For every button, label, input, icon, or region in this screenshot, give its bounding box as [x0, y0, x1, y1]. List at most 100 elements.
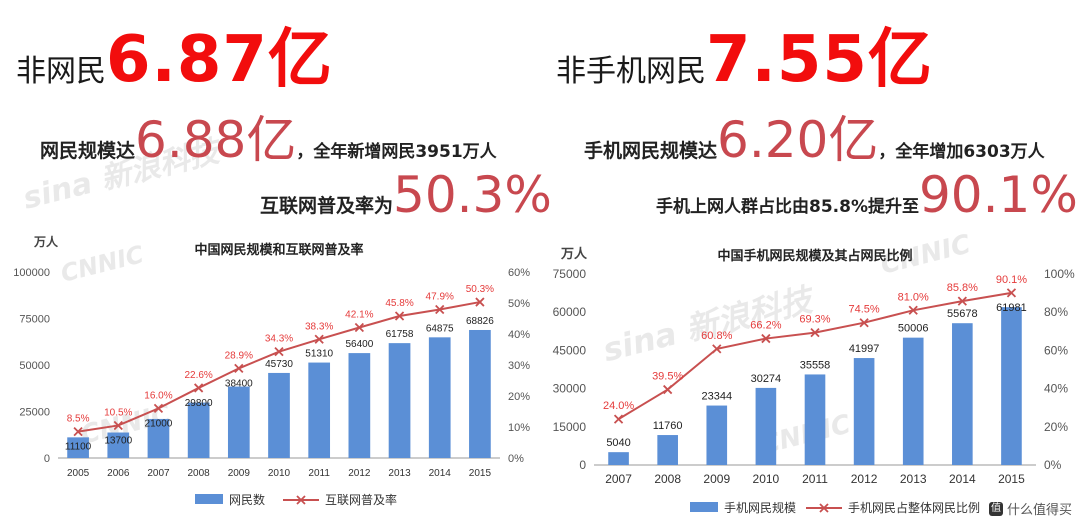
y2-tick-label: 30%	[508, 360, 530, 372]
footer-tag: 值 什么值得买	[988, 499, 1072, 518]
stat-mobile-netizens: 手机网民规模达6.20亿，全年增加6303万人	[584, 100, 1045, 172]
bar-value-label: 11760	[653, 420, 683, 432]
y-tick-label: 30000	[553, 382, 587, 396]
bar-value-label: 11100	[65, 442, 92, 453]
legend-bar-swatch	[195, 494, 223, 504]
line-point	[908, 305, 918, 315]
y-tick-label: 45000	[553, 343, 587, 357]
bar	[952, 323, 973, 465]
stat-label: 互联网普及率为	[260, 195, 394, 217]
y-tick-label: 0	[44, 453, 50, 465]
bar	[67, 437, 89, 458]
bar	[187, 402, 210, 458]
line-point	[859, 318, 869, 328]
line-point	[712, 344, 722, 354]
line-value-label: 81.0%	[898, 291, 929, 303]
y2-tick-label: 10%	[508, 422, 530, 434]
bar	[853, 358, 875, 465]
bar-value-label: 68826	[466, 316, 494, 327]
bar	[348, 353, 371, 458]
left-panel: sina 新浪科技 CNNIC CNNIC 非网民6.87亿 网民规模达6.88…	[13, 23, 552, 507]
line-value-label: 60.8%	[701, 330, 732, 342]
bar	[388, 343, 411, 458]
stat-mobile-share: 手机上网人群占比由85.8%提升至90.1%	[656, 166, 1078, 224]
x-tick-label: 2013	[388, 468, 411, 479]
x-tick-label: 2005	[67, 468, 90, 479]
x-tick-label: 2006	[107, 468, 130, 479]
legend-line-marker	[296, 495, 306, 505]
right-panel: sina 新浪科技 CNNIC CNNIC 非手机网民7.55亿 手机网民规模达…	[540, 0, 1080, 524]
stat-label: 手机上网人群占比由85.8%提升至	[656, 197, 919, 217]
line-value-label: 24.0%	[603, 400, 634, 412]
y-tick-label: 100000	[13, 267, 50, 279]
line-point	[153, 403, 164, 414]
y2-tick-label: 20%	[508, 391, 530, 403]
headline: 非手机网民7.55亿	[556, 8, 933, 100]
legend-bar-label: 网民数	[229, 492, 265, 507]
x-tick-label: 2008	[188, 468, 211, 479]
bar	[107, 432, 130, 458]
line-value-label: 42.1%	[345, 309, 373, 320]
bar-value-label: 5040	[606, 437, 630, 449]
x-tick-label: 2009	[228, 468, 251, 479]
line-value-label: 16.0%	[144, 390, 172, 401]
site-logo-icon: 值	[988, 501, 1003, 516]
line-value-label: 66.2%	[750, 320, 781, 332]
stat-value: 90.1%	[918, 166, 1078, 224]
bar-value-label: 13700	[104, 435, 132, 446]
bar-value-label: 23344	[701, 391, 732, 403]
x-tick-label: 2011	[308, 468, 330, 479]
y2-tick-label: 20%	[1044, 420, 1068, 434]
line-value-label: 45.8%	[385, 298, 413, 309]
y2-tick-label: 50%	[508, 298, 530, 310]
line-point	[73, 427, 83, 437]
legend-line-marker	[819, 503, 829, 513]
bar-value-label: 64875	[426, 323, 454, 334]
y2-tick-label: 0%	[508, 453, 524, 465]
line-point	[1006, 288, 1017, 298]
line-point	[193, 383, 204, 393]
line-point	[314, 334, 324, 344]
bar-value-label: 45730	[265, 359, 293, 370]
line-value-label: 47.9%	[426, 292, 454, 303]
bar	[706, 405, 728, 465]
line-point	[234, 363, 244, 374]
y-tick-label: 75000	[19, 314, 50, 326]
headline-value: 6.87亿	[106, 23, 333, 97]
x-tick-label: 2008	[654, 472, 681, 486]
x-tick-label: 2014	[949, 472, 976, 486]
y-tick-label: 15000	[553, 420, 587, 434]
line-value-label: 39.5%	[652, 371, 683, 383]
bar-value-label: 50006	[898, 323, 929, 335]
bar-value-label: 61981	[996, 302, 1027, 314]
chart-title: 中国手机网民规模及其占网民比例	[717, 248, 912, 263]
bar	[469, 329, 491, 458]
bar	[608, 452, 629, 465]
bar	[147, 418, 170, 458]
line-value-label: 10.5%	[104, 407, 132, 418]
line-point	[613, 414, 624, 424]
y-tick-label: 60000	[553, 305, 587, 319]
bar	[657, 435, 678, 465]
line-point	[810, 328, 820, 338]
x-tick-label: 2013	[900, 472, 927, 486]
line-point	[113, 420, 123, 431]
line-point	[475, 297, 485, 307]
line-point	[394, 311, 405, 321]
stat-value: 6.20亿	[717, 111, 879, 169]
bar-value-label: 29800	[185, 398, 213, 409]
y2-tick-label: 60%	[508, 267, 530, 279]
legend-bar-swatch	[690, 502, 718, 512]
line-point	[435, 304, 445, 315]
x-tick-label: 2015	[469, 468, 492, 479]
line-value-label: 34.3%	[265, 334, 293, 345]
stat-tail: ，全年增加6303万人	[878, 142, 1045, 162]
bar	[308, 362, 331, 458]
chart-title: 中国网民规模和互联网普及率	[194, 242, 363, 257]
stat-value: 6.88亿	[135, 111, 297, 169]
line-value-label: 50.3%	[466, 284, 494, 295]
bar-value-label: 61758	[386, 329, 414, 340]
stat-label: 手机网民规模达	[584, 140, 718, 162]
bar	[804, 374, 826, 465]
headline-value: 7.55亿	[706, 23, 933, 97]
